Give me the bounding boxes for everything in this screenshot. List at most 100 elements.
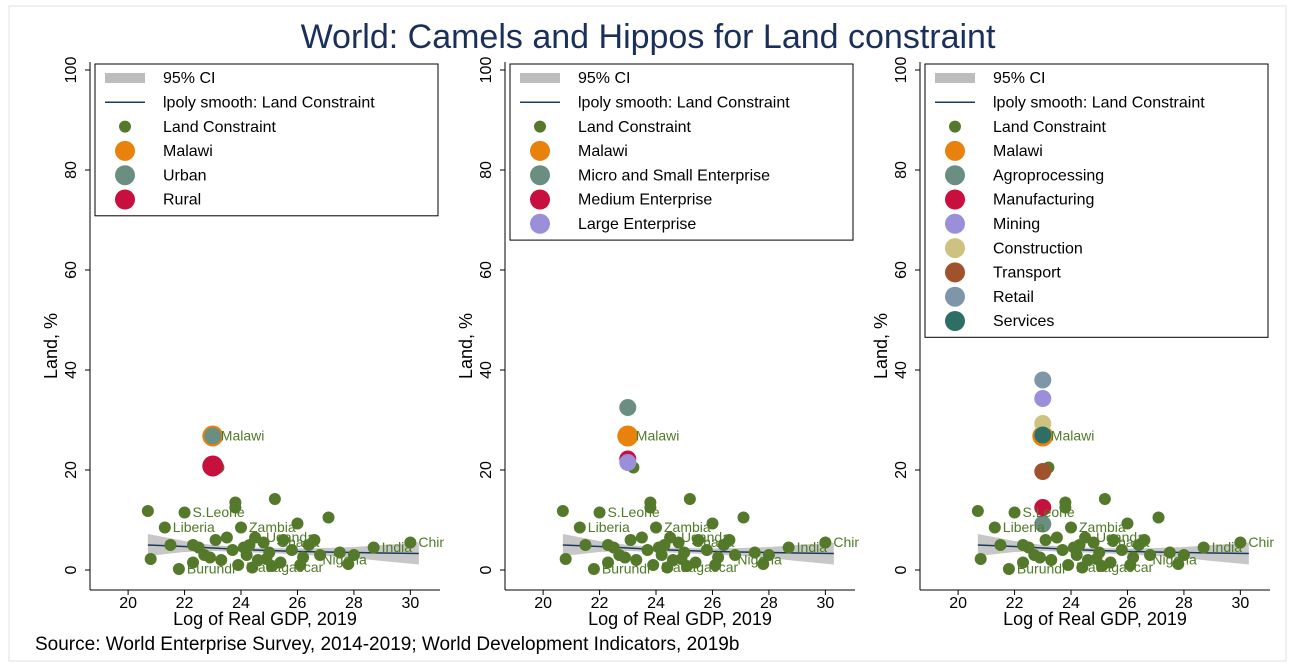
point	[1050, 531, 1063, 544]
point	[1177, 549, 1190, 561]
y-tick-label: 0	[63, 565, 80, 574]
point	[285, 544, 298, 556]
legend-swatch	[530, 140, 550, 161]
y-tick-label: 100	[63, 57, 80, 84]
legend-label: Micro and Small Enterprise	[578, 167, 770, 184]
legend-swatch	[945, 311, 965, 331]
point-label: Uganda	[266, 529, 315, 545]
point	[641, 544, 654, 556]
point	[635, 531, 648, 544]
point	[1034, 371, 1052, 389]
point	[232, 559, 245, 571]
legend-label: Retail	[993, 289, 1034, 306]
y-tick-label: 40	[63, 361, 80, 379]
point	[1067, 541, 1080, 554]
legend-label: Rural	[163, 192, 201, 209]
point	[618, 551, 631, 564]
x-tick-label: 30	[401, 595, 419, 612]
point	[291, 517, 304, 530]
x-tick-label: 28	[345, 595, 363, 612]
point	[1039, 534, 1052, 546]
point	[1002, 563, 1015, 575]
point	[994, 539, 1007, 551]
point-label: China	[418, 534, 455, 550]
y-tick-label: 20	[893, 461, 910, 479]
x-tick-label: 24	[1062, 595, 1080, 612]
point	[1034, 499, 1052, 516]
point	[1065, 521, 1078, 534]
x-axis-label: Log of Real GDP, 2019	[1003, 609, 1187, 629]
legend-swatch	[945, 140, 965, 161]
legend-swatch	[935, 73, 975, 83]
point-label: China	[833, 534, 870, 550]
point	[675, 553, 688, 565]
point	[700, 544, 713, 556]
x-tick-label: 26	[1119, 595, 1137, 612]
point-label: Nigeria	[737, 552, 782, 568]
legend-label: 95% CI	[163, 70, 215, 87]
panel: 0 20 40 60 80 100 20 22 24 26 28 30 Log of Real GDP,…	[871, 57, 1274, 629]
point	[158, 521, 171, 534]
point	[204, 427, 222, 445]
point-label: Malawi	[1051, 428, 1095, 444]
legend-swatch	[115, 165, 135, 186]
point-label: Nigeria	[322, 552, 367, 568]
point	[1098, 493, 1111, 505]
point	[782, 541, 795, 554]
legend-box	[94, 63, 439, 217]
point	[573, 521, 586, 534]
point-label: Uganda	[1096, 529, 1145, 545]
x-tick-label: 28	[1175, 595, 1193, 612]
point-label: Madagascar	[661, 559, 738, 575]
point-label: India	[1212, 539, 1243, 555]
point	[1107, 534, 1120, 546]
point	[683, 493, 696, 505]
point-label: Madagascar	[246, 559, 323, 575]
panel: 0 20 40 60 80 100 20 22 24 26 28 30 Log of Real GDP,…	[456, 57, 870, 629]
point	[652, 541, 665, 554]
y-axis-label: Land, %	[871, 313, 891, 379]
point	[404, 536, 417, 549]
point-label: India	[382, 539, 413, 555]
point	[187, 539, 200, 551]
legend-label: Manufacturing	[993, 192, 1094, 209]
point-label: Ghana	[692, 534, 734, 550]
point	[1034, 463, 1052, 480]
y-tick-label: 80	[63, 161, 80, 179]
point	[723, 534, 736, 546]
legend-swatch	[945, 238, 965, 259]
x-tick-label: 20	[534, 595, 552, 612]
legend-swatch	[534, 120, 546, 133]
legend-label: Malawi	[993, 143, 1043, 160]
x-tick-label: 20	[949, 595, 967, 612]
point	[650, 521, 663, 534]
panel: 0 20 40 60 80 100 20 22 24 26 28 30 Log of Real GDP,…	[41, 57, 455, 629]
point	[1152, 511, 1165, 524]
source-note: Source: World Enterprise Survey, 2014-20…	[35, 634, 739, 655]
point	[971, 505, 984, 517]
legend-swatch	[945, 213, 965, 234]
point	[1234, 536, 1247, 549]
y-tick-label: 0	[893, 565, 910, 574]
legend-label: Malawi	[578, 143, 628, 160]
point	[617, 425, 639, 447]
point	[709, 559, 722, 571]
x-tick-label: 30	[1231, 595, 1249, 612]
x-axis-label: Log of Real GDP, 2019	[588, 609, 772, 629]
legend-label: Construction	[993, 240, 1083, 257]
x-tick-label: 22	[1006, 595, 1024, 612]
point	[347, 549, 360, 561]
legend-swatch	[119, 120, 131, 133]
y-tick-label: 80	[893, 161, 910, 179]
point	[1163, 546, 1176, 559]
point	[294, 559, 307, 571]
point	[579, 539, 592, 551]
point	[619, 399, 637, 416]
legend-swatch	[945, 286, 965, 307]
point	[1144, 549, 1157, 561]
legend-label: Land Constraint	[993, 119, 1107, 136]
point-label: Burundi	[187, 561, 235, 577]
legend-swatch	[530, 165, 550, 186]
